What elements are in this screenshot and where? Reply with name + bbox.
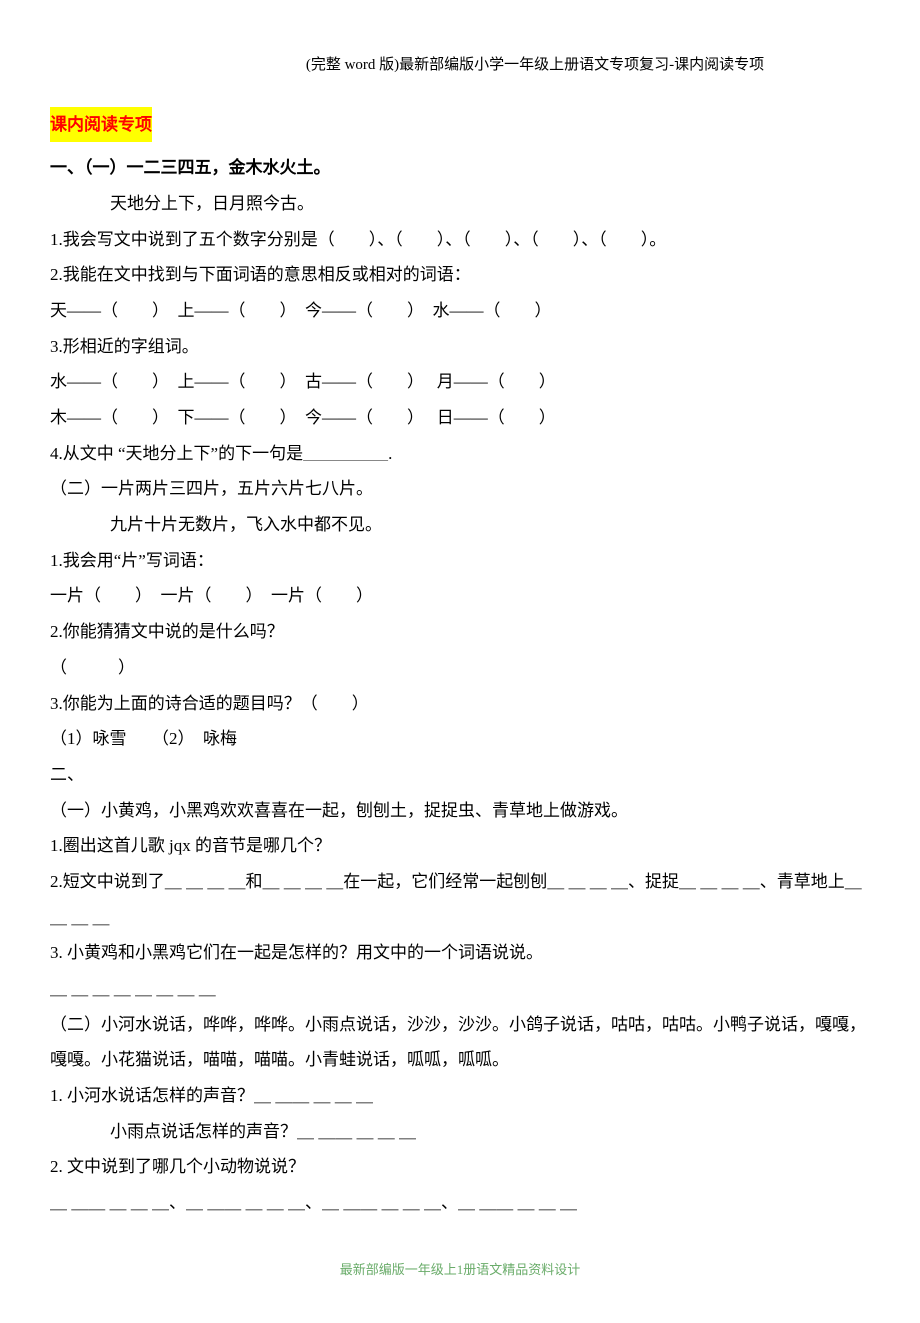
question-line: 2.我能在文中找到与下面词语的意思相反或相对的词语： — [50, 257, 870, 293]
highlight-title: 课内阅读专项 — [50, 107, 152, 143]
text-line: （二）小河水说话，哗哗，哗哗。小雨点说话，沙沙，沙沙。小鸽子说话，咕咕，咕咕。小… — [50, 1007, 870, 1078]
document-header: (完整 word 版)最新部编版小学一年级上册语文专项复习-课内阅读专项 — [200, 50, 870, 82]
answer-line: ＿ ＿＿ ＿ ＿ ＿、＿ ＿＿ ＿ ＿ ＿、＿ ＿＿ ＿ ＿ ＿、＿ ＿＿ ＿ … — [50, 1185, 870, 1221]
text-part: . — [388, 444, 392, 463]
question-line: 小雨点说话怎样的声音？＿ ＿＿ ＿ ＿ ＿ — [50, 1114, 870, 1150]
question-line: 2.你能猜猜文中说的是什么吗？ — [50, 614, 870, 650]
text-line: 一、（一）一二三四五，金木水火土。 — [50, 150, 870, 186]
question-line: 3.形相近的字组词。 — [50, 329, 870, 365]
section-marker: 二、 — [50, 757, 870, 793]
question-line: 3.你能为上面的诗合适的题目吗？（ ） — [50, 686, 870, 722]
text-line: 天地分上下，日月照今古。 — [50, 186, 870, 222]
question-line: 1.我会用“片”写词语： — [50, 543, 870, 579]
answer-line: 水——（ ） 上——（ ） 古——（ ） 月——（ ） — [50, 364, 870, 400]
document-footer: 最新部编版一年级上1册语文精品资料设计 — [50, 1256, 870, 1283]
answer-line: 木——（ ） 下——（ ） 今——（ ） 日——（ ） — [50, 400, 870, 436]
footer-text-b: 册语文精品资料设计 — [463, 1262, 580, 1277]
text-line: 九片十片无数片，飞入水中都不见。 — [50, 507, 870, 543]
answer-line: 一片（ ） 一片（ ） 一片（ ） — [50, 578, 870, 614]
answer-line: 天——（ ） 上——（ ） 今——（ ） 水——（ ） — [50, 293, 870, 329]
section-title: 课内阅读专项 — [50, 107, 870, 151]
question-line: 2.短文中说到了＿ ＿ ＿ ＿和＿ ＿ ＿ ＿在一起，它们经常一起刨刨＿ ＿ ＿… — [50, 864, 870, 935]
text-part: 4.从文中 “天地分上下”的下一句是 — [50, 444, 303, 463]
question-line: 1. 小河水说话怎样的声音？＿ ＿＿ ＿ ＿ ＿ — [50, 1078, 870, 1114]
bold-text: 一、（一）一二三四五，金木水火土。 — [50, 158, 331, 177]
question-line: 2. 文中说到了哪几个小动物说说？ — [50, 1149, 870, 1185]
text-line: （二）一片两片三四片，五片六片七八片。 — [50, 471, 870, 507]
question-line: 1.圈出这首儿歌 jqx 的音节是哪几个？ — [50, 828, 870, 864]
answer-line: ＿ ＿ ＿ ＿ ＿ ＿ ＿ ＿ — [50, 971, 870, 1007]
question-line: 4.从文中 “天地分上下”的下一句是 . — [50, 436, 870, 472]
question-line: 3. 小黄鸡和小黑鸡它们在一起是怎样的？用文中的一个词语说说。 — [50, 935, 870, 971]
text-line: （一）小黄鸡，小黑鸡欢欢喜喜在一起，刨刨土，捉捉虫、青草地上做游戏。 — [50, 793, 870, 829]
fill-blank — [303, 444, 388, 463]
answer-line: （ ） — [50, 650, 870, 686]
answer-line: （1）咏雪 （2） 咏梅 — [50, 721, 870, 757]
footer-text-a: 最新部编版一年级上 — [340, 1262, 457, 1277]
question-line: 1.我会写文中说到了五个数字分别是（ ）、（ ）、（ ）、（ ）、（ ）。 — [50, 222, 870, 258]
